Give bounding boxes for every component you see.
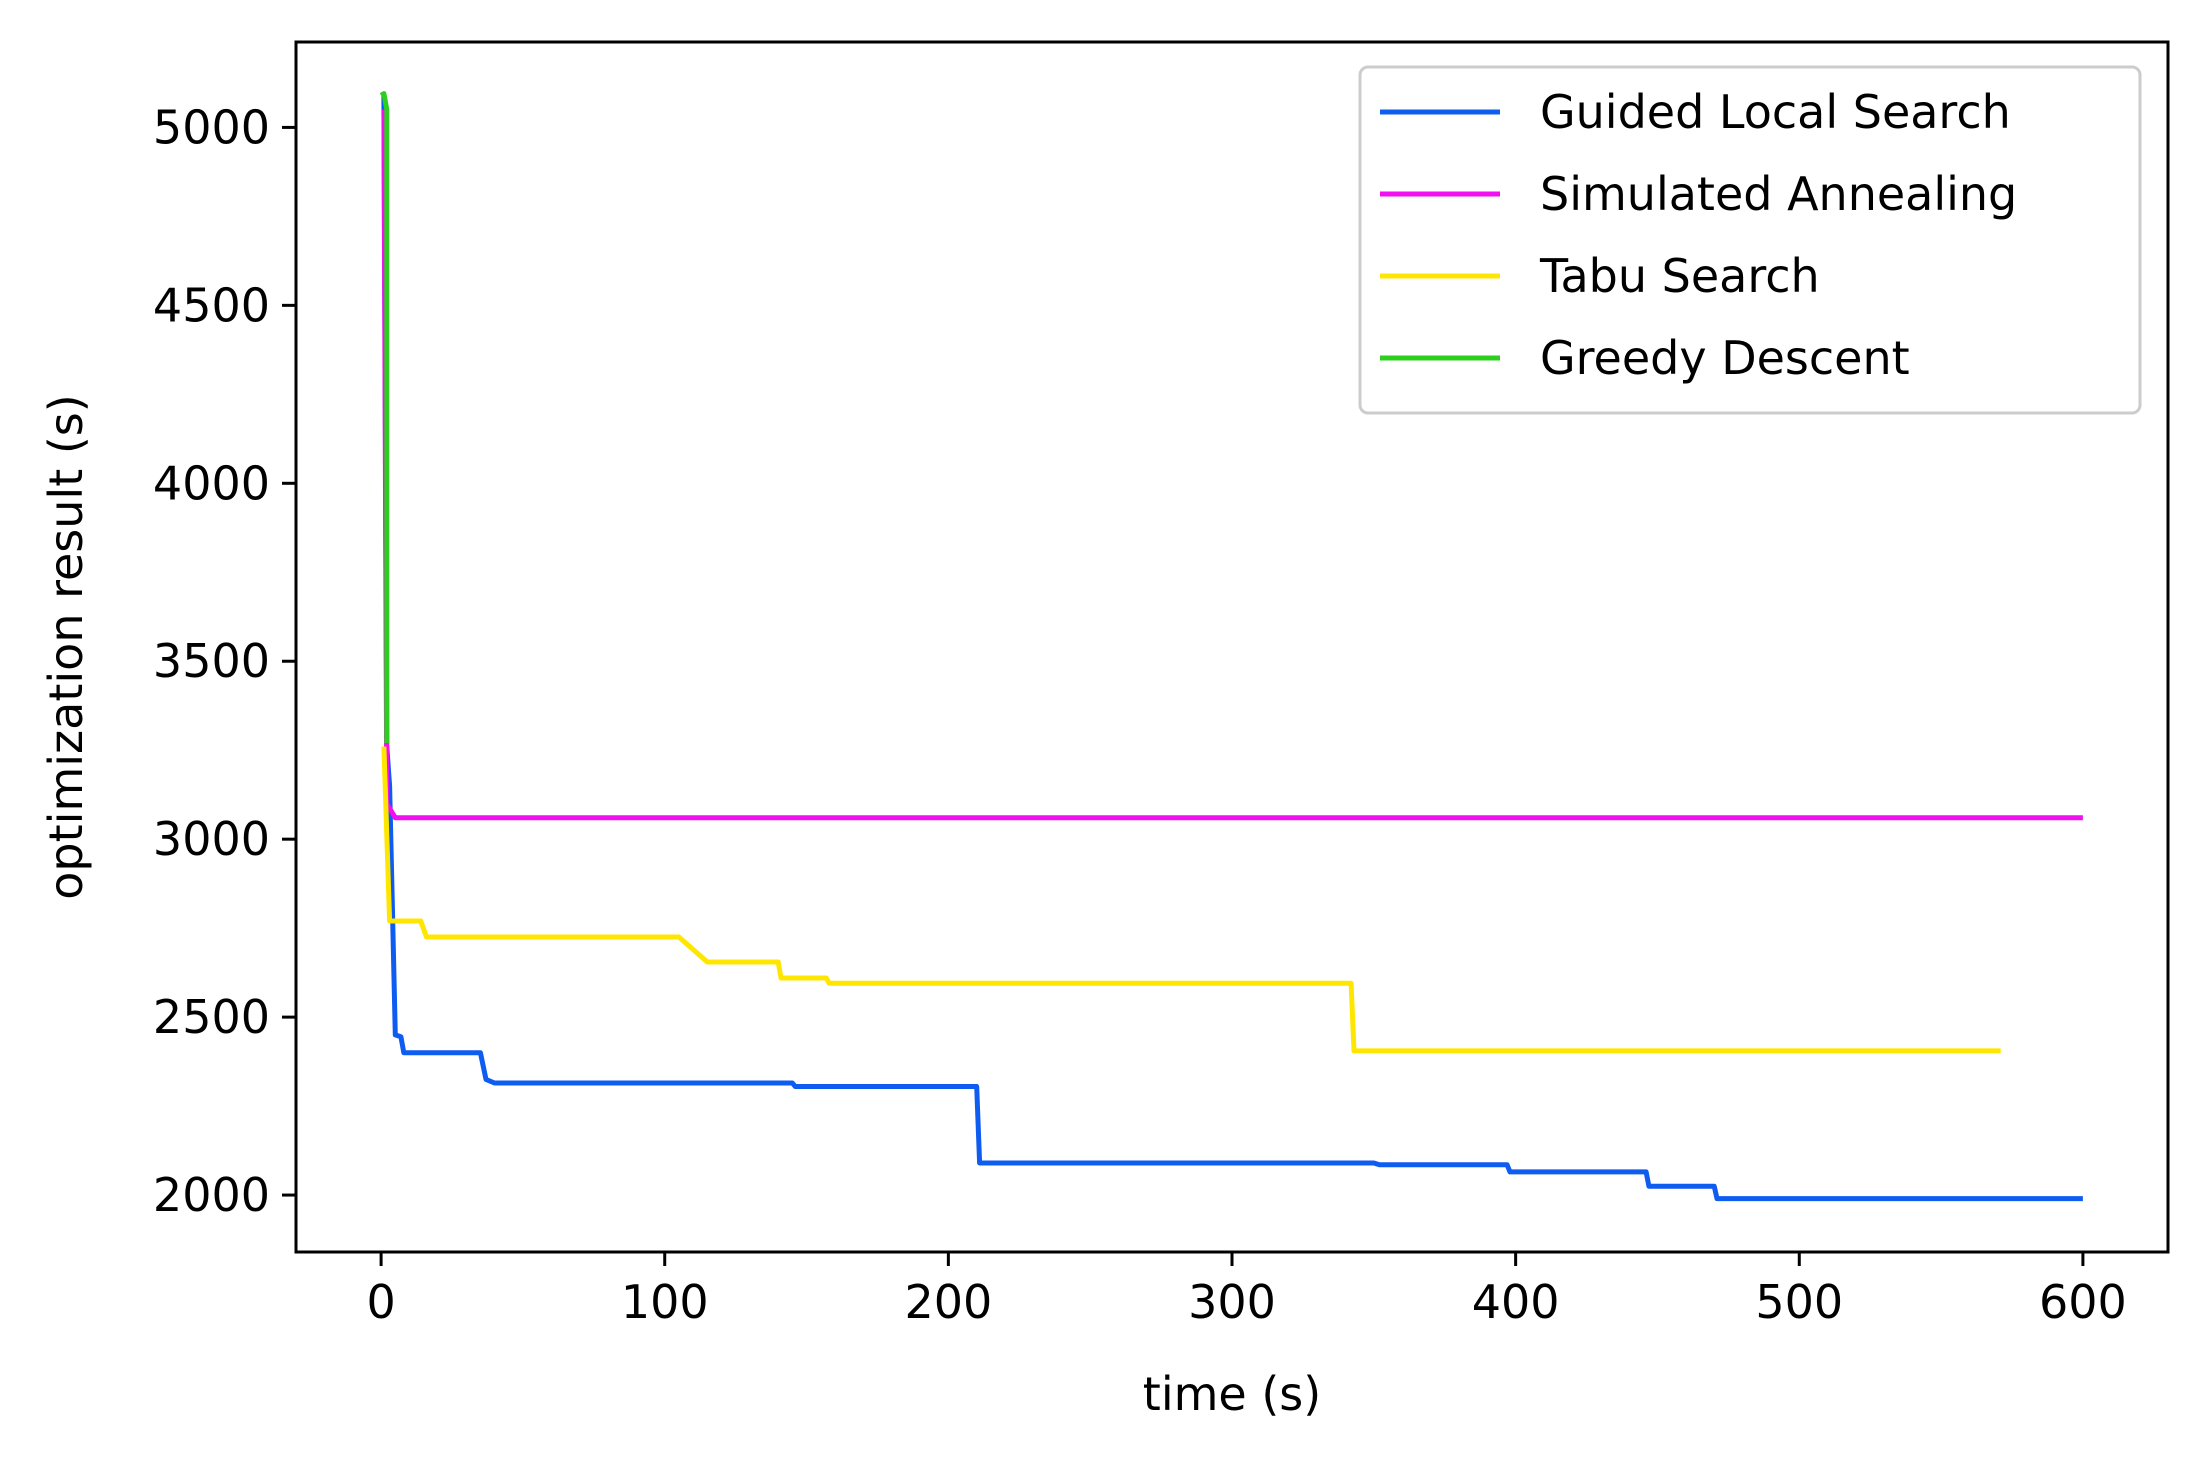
- x-axis-label: time (s): [1143, 1367, 1321, 1421]
- y-tick-label: 2500: [153, 990, 270, 1044]
- series-layer: [379, 91, 2083, 1202]
- series-line-guided-local-search: [381, 95, 2083, 1202]
- legend-label: Guided Local Search: [1540, 85, 2011, 139]
- y-axis-label: optimization result (s): [39, 394, 93, 899]
- x-tick-label: 600: [2039, 1275, 2127, 1329]
- y-tick-label: 3500: [153, 634, 270, 688]
- y-tick-label: 2000: [153, 1168, 270, 1222]
- x-tick-label: 400: [1472, 1275, 1560, 1329]
- x-tick-label: 300: [1188, 1275, 1276, 1329]
- x-tick-label: 500: [1755, 1275, 1843, 1329]
- y-axis-ticks: 2000 2500 3000 3500 4000 4500 5000: [153, 100, 296, 1222]
- y-tick-label: 3000: [153, 812, 270, 866]
- x-tick-label: 200: [904, 1275, 992, 1329]
- y-tick-label: 4000: [153, 456, 270, 510]
- series-line-greedy-descent: [379, 91, 390, 744]
- y-tick-label: 4500: [153, 278, 270, 332]
- x-axis-ticks: 0 100 200 300 400 500 600: [366, 1252, 2127, 1329]
- legend: Guided Local Search Simulated Annealing Ta…: [1358, 65, 2142, 415]
- y-tick-label: 5000: [153, 100, 270, 154]
- x-tick-label: 0: [366, 1275, 395, 1329]
- legend-box: [1358, 65, 2142, 415]
- x-tick-label: 100: [621, 1275, 709, 1329]
- legend-label: Simulated Annealing: [1540, 167, 2017, 221]
- series-line-tabu-search: [381, 746, 2001, 1054]
- legend-label: Greedy Descent: [1540, 331, 1910, 385]
- legend-label: Tabu Search: [1539, 249, 1820, 303]
